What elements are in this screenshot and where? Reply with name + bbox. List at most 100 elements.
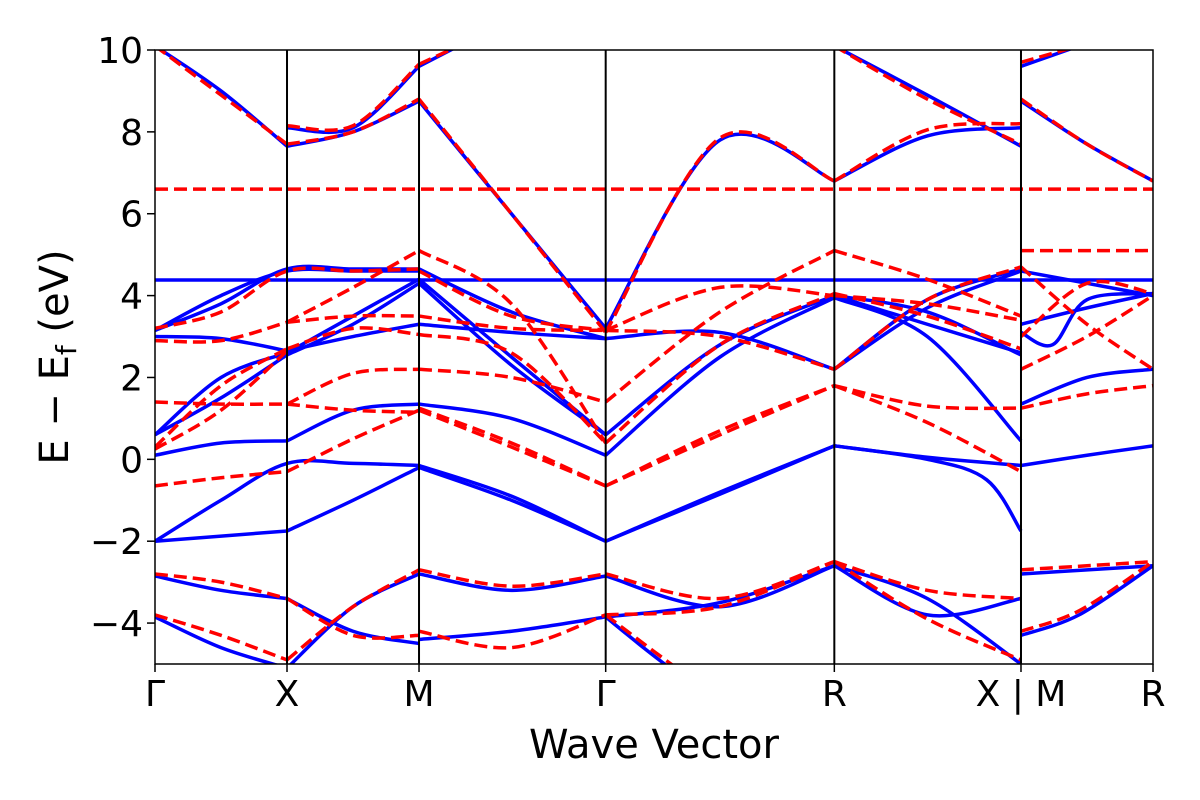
x-axis-label: Wave Vector [529, 722, 780, 768]
band-line-dashed [155, 613, 288, 662]
band-line-dashed [286, 326, 420, 351]
band-line-dashed [418, 568, 606, 588]
band-line-dashed [418, 367, 607, 404]
band-line-solid [418, 322, 606, 341]
band-line-dashed [418, 314, 606, 333]
y-axis-label-unit: (eV) [32, 249, 78, 345]
band-line-dashed [1020, 50, 1071, 64]
band-line-dashed [604, 130, 836, 334]
band-line-dashed [833, 383, 1022, 411]
band-line-dashed [604, 384, 836, 488]
x-tick-label: R [822, 674, 847, 715]
y-tick-label: −4 [90, 604, 143, 645]
band-line-dashed [418, 332, 607, 445]
y-tick-label: −2 [90, 522, 143, 563]
band-line-solid [417, 277, 607, 437]
band-line-dashed [604, 384, 835, 488]
band-line-solid [286, 596, 420, 646]
band-line-solid [833, 269, 1022, 371]
band-line-dashed [604, 291, 836, 445]
band-line-dashed [286, 367, 420, 406]
y-axis-label: E − Ef (eV) [32, 249, 83, 464]
band-line-solid [833, 564, 1022, 618]
band-line-dashed [1020, 383, 1153, 410]
band-line-dashed [605, 560, 835, 617]
band-line-solid [605, 564, 835, 609]
band-line-solid [834, 444, 1023, 532]
band-line-solid [418, 402, 607, 457]
y-axis-label-subscript: f [50, 344, 83, 355]
band-line-dashed [155, 572, 288, 601]
band-line-solid [1020, 444, 1153, 468]
band-line-dashed [418, 613, 607, 650]
band-line-solid [1020, 50, 1073, 69]
band-line-dashed [155, 320, 288, 344]
band-line-dashed [155, 400, 288, 406]
band-line-dashed [286, 313, 420, 324]
band-line-solid [286, 65, 421, 135]
band-line-solid [605, 444, 836, 543]
band-line-solid [418, 267, 607, 341]
band-line-dashed [286, 249, 420, 324]
band-line-dashed [1019, 265, 1153, 371]
band-line-dashed [837, 50, 1022, 146]
band-lines [155, 50, 1153, 664]
band-line-dashed [833, 560, 1022, 662]
high-symmetry-lines [286, 50, 1022, 664]
band-line-dashed [833, 265, 1022, 371]
band-line-solid [604, 132, 836, 330]
band-line-solid [1020, 291, 1153, 348]
x-tick-label: X | M [976, 674, 1067, 715]
band-line-dashed [605, 284, 835, 333]
band-line-solid [833, 126, 1022, 183]
band-line-dashed [604, 249, 836, 404]
band-line-solid [155, 353, 288, 437]
band-line-solid [417, 100, 608, 330]
x-axis-ticks: Γ X M Γ R X | M R [145, 664, 1166, 715]
band-line-solid [155, 439, 288, 457]
band-line-dashed [834, 293, 1022, 322]
band-line-solid [1020, 564, 1153, 576]
band-line-dashed [285, 568, 420, 662]
band-line-dashed [418, 50, 454, 66]
band-line-dashed [1019, 279, 1153, 338]
x-tick-label: Γ [145, 674, 165, 715]
band-line-dashed [833, 121, 1022, 183]
band-line-dashed [833, 559, 1022, 601]
band-line-dashed [604, 613, 674, 664]
band-line-dashed [1020, 559, 1153, 572]
band-line-solid [155, 574, 288, 601]
band-line-dashed [155, 349, 289, 451]
band-line-solid [418, 465, 607, 543]
x-tick-label: R [1140, 674, 1165, 715]
band-line-dashed [286, 402, 420, 415]
y-axis-ticks: 10 8 6 4 2 0 −2 −4 [90, 31, 155, 645]
band-line-dashed [1020, 294, 1153, 371]
band-line-dashed [155, 469, 288, 488]
band-line-solid [833, 267, 1022, 371]
band-line-solid [833, 293, 1022, 355]
band-line-solid [833, 564, 1022, 664]
band-line-solid [155, 351, 288, 437]
band-line-dashed [286, 97, 420, 146]
band-line-dashed [155, 266, 420, 331]
band-line-dashed [605, 328, 835, 371]
band-line-solid [155, 615, 280, 664]
band-line-dashed [418, 249, 608, 444]
band-line-solid [833, 296, 1023, 443]
band-line-dashed [833, 384, 1022, 474]
y-tick-label: 0 [120, 440, 143, 481]
y-tick-label: 10 [97, 31, 143, 72]
band-line-dashed [155, 347, 288, 449]
x-tick-label: M [403, 674, 434, 715]
band-line-dashed [286, 63, 421, 133]
band-line-solid [418, 572, 606, 593]
band-line-solid [288, 572, 420, 664]
band-line-solid [605, 564, 835, 619]
x-tick-label: X [275, 674, 300, 715]
band-line-solid [1020, 564, 1153, 638]
band-line-solid [604, 293, 836, 437]
band-line-dashed [1020, 97, 1153, 183]
band-line-dashed [418, 406, 607, 488]
